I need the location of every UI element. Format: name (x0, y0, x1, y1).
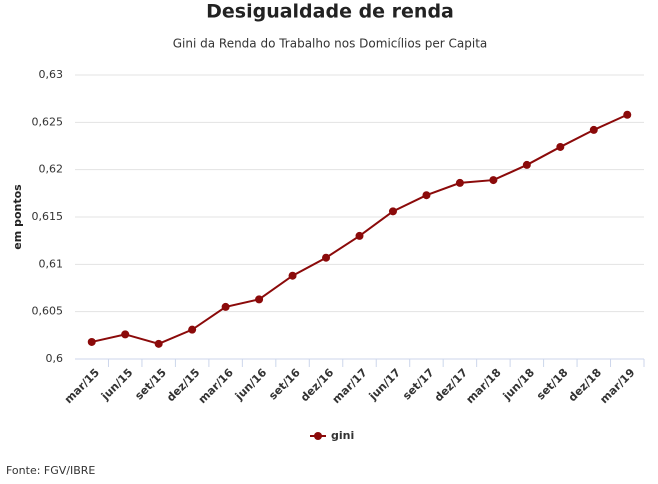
y-tick-label: 0,625 (32, 115, 64, 128)
source: Fonte: FGV/IBRE (6, 464, 95, 477)
point (522, 160, 531, 169)
y-tick-label: 0,63 (39, 68, 64, 81)
point (154, 339, 163, 348)
y-tick-label: 0,61 (39, 257, 64, 270)
chart-title: Desigualdade de renda (206, 1, 454, 23)
point (288, 271, 297, 280)
legend-marker (314, 432, 322, 440)
chart-subtitle: Gini da Renda do Trabalho nos Domicílios… (173, 37, 488, 51)
x-tick-label: mar/16 (196, 366, 236, 406)
point (322, 253, 331, 262)
point (87, 337, 96, 346)
point (121, 330, 130, 339)
y-axis-label: em pontos (11, 184, 24, 250)
x-tick-label: set/17 (400, 366, 436, 402)
x-tick-label: jun/15 (98, 366, 135, 403)
y-tick-label: 0,62 (39, 163, 64, 176)
y-tick-label: 0,6 (46, 352, 64, 365)
line (91, 113, 628, 345)
x-tick-label: jun/17 (366, 366, 403, 403)
x-tick-label: jun/18 (500, 366, 537, 403)
y-tick-label: 0,605 (32, 305, 64, 318)
point (455, 178, 464, 187)
point (489, 176, 498, 185)
point (589, 125, 598, 134)
point (422, 191, 431, 200)
point (255, 295, 264, 304)
point (221, 302, 230, 311)
point (556, 142, 565, 151)
x-tick-label: set/18 (534, 366, 570, 402)
y-tick-label: 0,615 (32, 210, 64, 223)
x-tick-label: set/15 (132, 366, 168, 402)
point (355, 231, 364, 240)
point (623, 110, 632, 119)
legend-label: gini (331, 429, 354, 442)
point (188, 325, 197, 334)
x-tick-label: mar/19 (597, 366, 637, 406)
x-tick-label: mar/18 (464, 366, 504, 406)
point (388, 207, 397, 216)
x-tick-label: jun/16 (232, 366, 270, 404)
x-tick-label: mar/15 (62, 366, 102, 406)
x-tick-label: set/16 (266, 366, 303, 403)
x-tick-label: mar/17 (330, 366, 370, 406)
